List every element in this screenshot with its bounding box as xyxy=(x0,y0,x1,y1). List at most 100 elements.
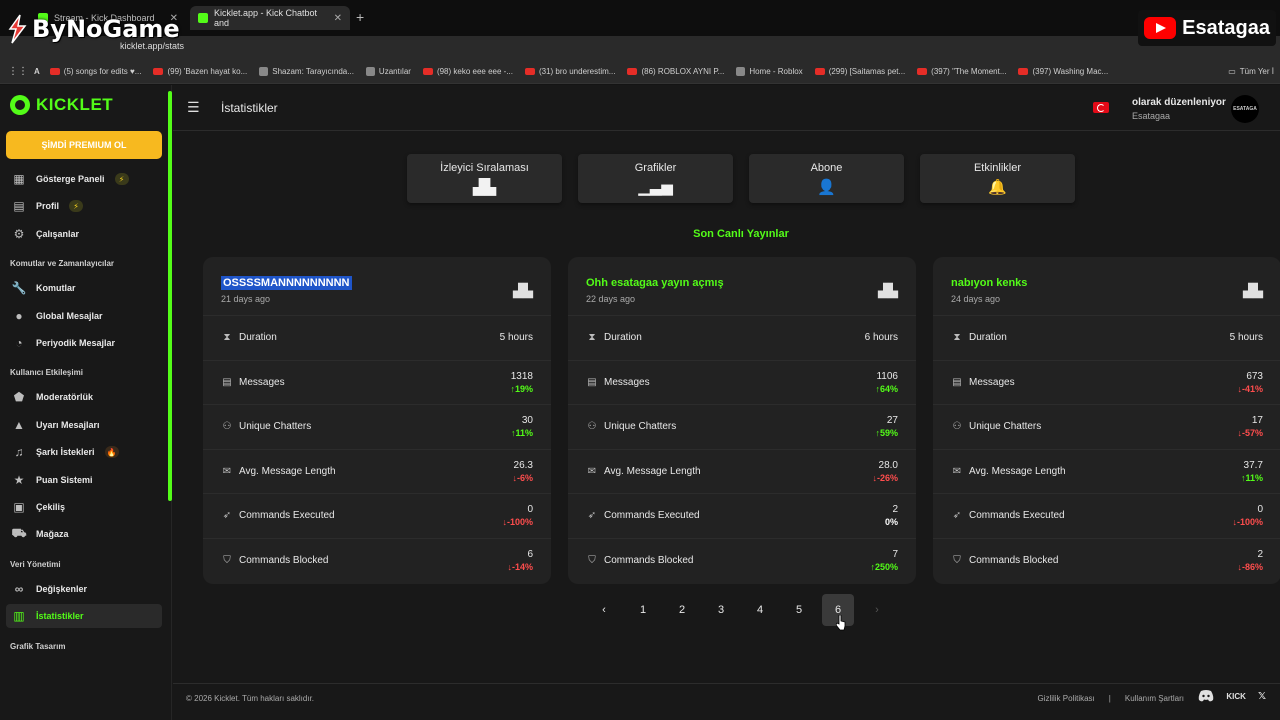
close-tab-icon[interactable]: ✕ xyxy=(169,12,178,24)
premium-button[interactable]: ŞİMDİ PREMIUM OL xyxy=(6,131,162,159)
sidebar-item[interactable]: ⛟ Mağaza xyxy=(6,522,162,546)
stat-change-text: -100% xyxy=(506,517,533,528)
nav-tab-label: İzleyici Sıralaması xyxy=(440,161,529,174)
stat-value: 0 xyxy=(527,504,533,516)
bookmark-a-icon[interactable]: A xyxy=(34,67,40,76)
bookmark-item[interactable]: (397) "The Moment... xyxy=(911,67,1012,76)
nav-tab[interactable]: Grafikler ▁▃▅ xyxy=(578,154,733,203)
sidebar-item[interactable]: ∞ Değişkenler xyxy=(6,577,162,601)
avatar[interactable]: ESATAGA xyxy=(1231,95,1259,123)
sidebar-item[interactable]: 🔧 Komutlar xyxy=(6,276,162,300)
page-4-button[interactable]: 4 xyxy=(756,604,764,616)
youtube-channel-watermark: Esatagaa xyxy=(1138,10,1276,46)
users-icon: ⚇ xyxy=(952,421,962,433)
sidebar-heading: Veri Yönetimi xyxy=(10,559,61,569)
stat-label-group: ⚇ Unique Chatters xyxy=(221,421,312,433)
podium-icon[interactable]: ▟▙ xyxy=(1243,283,1263,298)
bookmark-item[interactable]: (31) bro underestim... xyxy=(519,67,621,76)
sidebar-item[interactable]: ▲ Uyarı Mesajları xyxy=(6,413,162,437)
apps-grid-icon[interactable]: ⋮⋮ xyxy=(8,66,28,77)
watermark-text: ByNoGame xyxy=(32,15,180,43)
nav-tab[interactable]: Etkinlikler 🔔 xyxy=(920,154,1075,203)
stat-value: 673 xyxy=(1246,370,1263,382)
stream-title: Ohh esatagaa yayın açmış xyxy=(586,277,724,289)
sidebar-item[interactable]: ● Global Mesajlar xyxy=(6,304,162,328)
stat-value-group: 5 hours xyxy=(500,332,533,343)
bookmark-item[interactable]: (397) Washing Mac... xyxy=(1012,67,1114,76)
address-bar[interactable]: kicklet.app/stats xyxy=(0,36,1280,60)
sidebar-item-label: Periyodik Mesajlar xyxy=(36,338,116,348)
sidebar-item[interactable]: ◔ Periyodik Mesajlar xyxy=(6,331,162,355)
page-2-button[interactable]: 2 xyxy=(678,604,686,616)
page-5-button[interactable]: 5 xyxy=(795,604,803,616)
youtube-logo-icon xyxy=(1144,17,1177,39)
music-icon: ♫ xyxy=(14,445,24,460)
mail-icon: ✉ xyxy=(952,465,962,477)
sidebar-item[interactable]: ▣ Çekiliş xyxy=(6,495,162,519)
sidebar-scrollbar[interactable] xyxy=(168,91,172,501)
nav-tab[interactable]: Abone 👤 xyxy=(749,154,904,203)
prev-page-icon[interactable]: ‹ xyxy=(602,604,606,616)
stat-value: 28.0 xyxy=(878,459,898,471)
browser-tab-kicklet[interactable]: Kicklet.app - Kick Chatbot and ✕ xyxy=(190,6,350,30)
page-1-button[interactable]: 1 xyxy=(639,604,647,616)
sidebar-item[interactable]: ▥ İstatistikler xyxy=(6,604,162,629)
kick-link[interactable]: KICK xyxy=(1226,691,1246,701)
users-icon: ⚇ xyxy=(222,421,232,433)
podium-icon[interactable]: ▟▙ xyxy=(878,283,898,298)
bookmark-folder-label: Tüm Yer İ xyxy=(1239,67,1274,76)
sidebar-item[interactable]: ⬟ Moderatörlük xyxy=(6,385,162,409)
bookmark-item[interactable]: (299) [Saitamas pet... xyxy=(809,67,911,76)
bookmark-item[interactable]: Shazam: Tarayıcında... xyxy=(253,67,360,76)
bookmark-item[interactable]: (99) 'Bazen hayat ko... xyxy=(147,67,253,76)
warning-icon: ▲ xyxy=(13,417,25,432)
new-tab-plus-icon[interactable]: + xyxy=(356,9,365,25)
sidebar-item[interactable]: ▦ Gösterge Paneli ⚡ xyxy=(6,167,162,191)
x-twitter-icon[interactable]: 𝕏 xyxy=(1257,690,1266,702)
next-page-icon[interactable]: › xyxy=(875,604,879,616)
page-6-button[interactable]: 6 xyxy=(822,594,854,626)
sidebar-item-label: Şarkı İstekleri xyxy=(36,447,95,458)
close-tab-icon[interactable]: ✕ xyxy=(333,12,342,24)
stat-label-group: ⚇ Unique Chatters xyxy=(586,421,677,432)
hourglass-icon: ⧗ xyxy=(953,332,961,343)
stat-change: ↑59% xyxy=(875,428,898,438)
turkey-flag-icon[interactable] xyxy=(1093,102,1109,113)
url-text[interactable]: kicklet.app/stats xyxy=(120,41,185,51)
sidebar-item[interactable]: ★ Puan Sistemi xyxy=(6,468,162,492)
stat-value: 2 xyxy=(1257,549,1263,560)
nav-tab-label: Grafikler xyxy=(634,161,677,174)
sidebar-item[interactable]: ⚙ Çalışanlar xyxy=(6,222,162,246)
bookmark-item[interactable]: Home - Roblox xyxy=(730,67,808,76)
stat-value-group: 30 ↑11% xyxy=(511,415,533,438)
nav-tab[interactable]: İzleyici Sıralaması ▟▙ xyxy=(407,154,562,203)
stat-label: Commands Executed xyxy=(604,510,700,522)
privacy-policy-link[interactable]: Gizlilik Politikası xyxy=(1037,694,1095,703)
menu-toggle-icon[interactable]: ☰ xyxy=(187,99,200,115)
youtube-favicon-icon xyxy=(627,68,638,75)
podium-icon: ▟▙ xyxy=(472,178,497,196)
stat-row: ➶ Commands Executed 2 0% xyxy=(568,493,916,537)
kicklet-logo[interactable]: KICKLET xyxy=(10,95,113,115)
bookmark-item[interactable]: (86) ROBLOX AYNI P... xyxy=(621,67,730,76)
podium-icon[interactable]: ▟▙ xyxy=(513,283,533,298)
sidebar-item[interactable]: ▤ Profil ⚡ xyxy=(6,194,162,218)
terms-link[interactable]: Kullanım Şartları xyxy=(1124,694,1184,703)
page-3-button[interactable]: 3 xyxy=(717,604,725,616)
stats-nav-tabs: İzleyici Sıralaması ▟▙ Grafikler ▁▃▅ Abone 👤 E… xyxy=(407,154,1075,203)
all-bookmarks-folder[interactable]: ▭ Tüm Yer İ xyxy=(1222,67,1280,76)
sidebar-item[interactable]: ♫ Şarkı İstekleri 🔥 xyxy=(6,440,162,464)
bookmark-item[interactable]: (5) songs for edits ♥... xyxy=(44,67,148,76)
discord-icon[interactable] xyxy=(1198,690,1214,702)
stat-label-group: ⧗ Duration xyxy=(221,332,276,343)
sidebar-item-label: İstatistikler xyxy=(36,611,84,622)
sidebar-item-label: Puan Sistemi xyxy=(36,474,93,485)
stat-change-text: 11% xyxy=(515,428,533,439)
bookmark-item[interactable]: Uzantılar xyxy=(360,67,417,76)
stat-change: ↓-14% xyxy=(507,562,533,572)
shield-icon: ⛉ xyxy=(953,555,961,566)
section-title: Son Canlı Yayınlar xyxy=(693,228,789,240)
sidebar-item-label: Çalışanlar xyxy=(36,228,80,239)
bookmark-item[interactable]: (98) keko eee eee -... xyxy=(417,67,519,76)
browser-tab-stream-dashboard[interactable]: Stream - Kick Dashboard ✕ xyxy=(30,6,186,30)
